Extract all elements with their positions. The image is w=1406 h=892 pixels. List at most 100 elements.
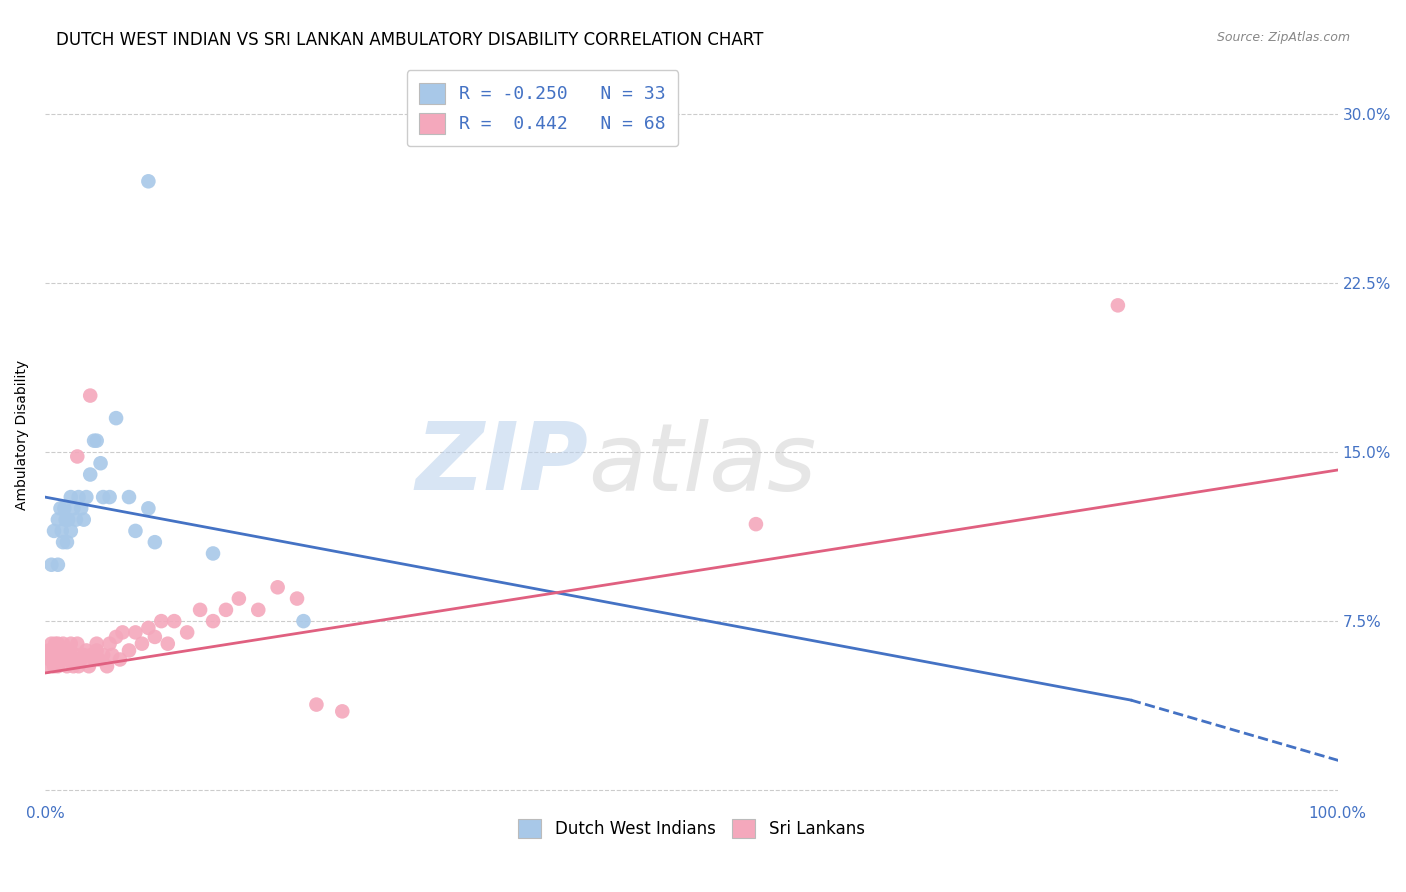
Point [143, 630, 166, 644]
Point [53, 501, 76, 516]
Point [60, 652, 83, 666]
Point [73, 648, 96, 662]
Point [39, 652, 62, 666]
Point [91, 648, 114, 662]
Point [83, 652, 105, 666]
Point [66, 637, 89, 651]
Point [202, 546, 225, 560]
Point [44, 652, 66, 666]
Point [70, 501, 93, 516]
Point [41, 637, 63, 651]
Point [59, 648, 82, 662]
Point [65, 648, 87, 662]
Text: ZIP: ZIP [415, 418, 588, 510]
Point [83, 434, 105, 448]
Point [53, 652, 76, 666]
Point [202, 614, 225, 628]
Point [58, 652, 80, 666]
Text: DUTCH WEST INDIAN VS SRI LANKAN AMBULATORY DISABILITY CORRELATION CHART: DUTCH WEST INDIAN VS SRI LANKAN AMBULATO… [56, 31, 763, 49]
Point [86, 643, 108, 657]
Point [292, 614, 315, 628]
Point [55, 513, 77, 527]
Point [105, 411, 128, 425]
Point [59, 524, 82, 538]
Point [90, 456, 112, 470]
Point [266, 580, 288, 594]
Point [111, 625, 134, 640]
Point [67, 490, 90, 504]
Point [285, 591, 308, 606]
Point [59, 637, 82, 651]
Point [118, 490, 141, 504]
Point [59, 490, 82, 504]
Point [46, 659, 69, 673]
Point [46, 513, 69, 527]
Point [150, 614, 173, 628]
Point [228, 591, 250, 606]
Point [41, 558, 63, 572]
Point [305, 698, 328, 712]
Point [1107, 298, 1129, 312]
Point [124, 625, 146, 640]
Point [42, 524, 65, 538]
Point [86, 434, 108, 448]
Point [96, 659, 118, 673]
Point [45, 648, 67, 662]
Point [66, 450, 89, 464]
Point [176, 625, 198, 640]
Point [138, 174, 160, 188]
Point [215, 603, 238, 617]
Point [91, 490, 114, 504]
Point [86, 637, 108, 651]
Point [247, 603, 270, 617]
Point [44, 637, 66, 651]
Point [55, 648, 77, 662]
Point [58, 513, 80, 527]
Point [745, 517, 768, 532]
Point [98, 637, 121, 651]
Point [77, 659, 100, 673]
Point [131, 637, 153, 651]
Point [49, 652, 72, 666]
Point [46, 637, 69, 651]
Y-axis label: Ambulatory Disability: Ambulatory Disability [15, 360, 30, 510]
Point [75, 490, 97, 504]
Point [330, 704, 353, 718]
Point [188, 603, 211, 617]
Point [143, 535, 166, 549]
Point [65, 513, 87, 527]
Point [35, 648, 58, 662]
Point [51, 648, 73, 662]
Point [56, 535, 79, 549]
Point [52, 637, 75, 651]
Point [67, 659, 90, 673]
Point [49, 501, 72, 516]
Point [79, 467, 101, 482]
Point [52, 535, 75, 549]
Point [118, 643, 141, 657]
Point [62, 501, 84, 516]
Point [56, 659, 79, 673]
Point [101, 648, 124, 662]
Text: atlas: atlas [588, 419, 815, 510]
Point [42, 659, 65, 673]
Point [80, 648, 103, 662]
Point [48, 643, 70, 657]
Point [46, 558, 69, 572]
Point [138, 501, 160, 516]
Point [42, 648, 65, 662]
Point [38, 643, 60, 657]
Point [156, 637, 179, 651]
Point [75, 643, 97, 657]
Legend: Dutch West Indians, Sri Lankans: Dutch West Indians, Sri Lankans [512, 812, 872, 845]
Point [89, 652, 111, 666]
Point [58, 643, 80, 657]
Text: Source: ZipAtlas.com: Source: ZipAtlas.com [1216, 31, 1350, 45]
Point [73, 513, 96, 527]
Point [124, 524, 146, 538]
Point [98, 490, 121, 504]
Point [51, 524, 73, 538]
Point [70, 652, 93, 666]
Point [138, 621, 160, 635]
Point [163, 614, 186, 628]
